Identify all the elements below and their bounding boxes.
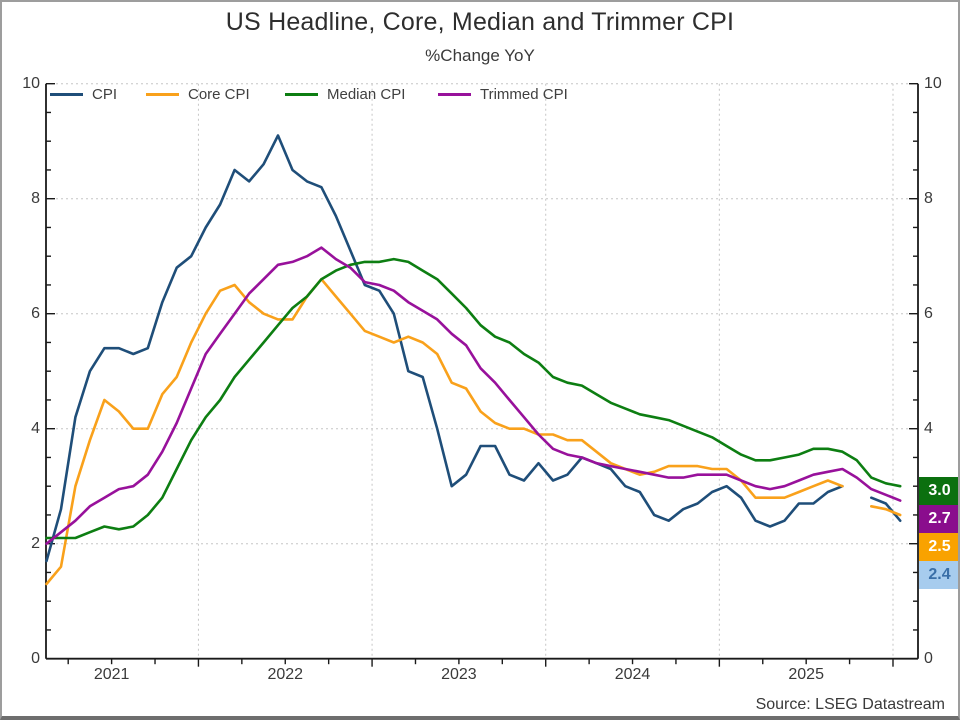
legend-item-trimmed-cpi: Trimmed CPI — [438, 85, 568, 103]
y-tick-label-left-6: 6 — [31, 304, 40, 322]
chart-subtitle: %Change YoY — [425, 46, 535, 65]
end-label-trimmed-cpi: 2.7 — [919, 505, 958, 533]
legend-line-icon — [285, 92, 318, 96]
legend-label: Trimmed CPI — [480, 85, 568, 103]
x-tick-label-2024: 2024 — [614, 666, 651, 683]
series-line-cpi — [45, 134, 902, 563]
legend-line-icon — [146, 92, 179, 96]
legend-item-core-cpi: Core CPI — [146, 85, 250, 103]
legend-label: Median CPI — [327, 85, 406, 103]
end-label-core-cpi: 2.5 — [919, 533, 958, 561]
legend-item-cpi: CPI — [50, 85, 118, 103]
x-tick-label-2023: 2023 — [441, 666, 477, 683]
y-tick-label-left-2: 2 — [31, 534, 40, 552]
legend-item-median-cpi: Median CPI — [285, 85, 406, 103]
y-tick-label-right-6: 6 — [924, 304, 933, 322]
legend-label: Core CPI — [188, 85, 250, 103]
series-line-median-cpi — [45, 257, 902, 540]
legend-label: CPI — [92, 85, 118, 103]
y-tick-label-left-0: 0 — [31, 649, 40, 667]
y-tick-label-right-0: 0 — [924, 649, 933, 667]
legend-line-icon — [50, 92, 83, 96]
legend-line-icon — [438, 92, 471, 96]
x-tick-label-2021: 2021 — [93, 666, 130, 683]
end-label-median-cpi: 3.0 — [919, 477, 958, 505]
y-tick-label-right-8: 8 — [924, 189, 933, 207]
y-tick-label-left-4: 4 — [31, 419, 40, 437]
x-tick-label-2022: 2022 — [267, 666, 304, 683]
x-tick-label-2025: 2025 — [788, 666, 824, 683]
y-tick-label-right-4: 4 — [924, 419, 933, 437]
y-tick-label-left-8: 8 — [31, 189, 40, 207]
y-tick-label-left-10: 10 — [22, 74, 40, 92]
series-line-trimmed-cpi — [45, 246, 902, 545]
chart-title: US Headline, Core, Median and Trimmer CP… — [225, 8, 735, 36]
end-label-cpi: 2.4 — [919, 561, 958, 589]
series-line-core-cpi — [45, 277, 902, 586]
y-tick-label-right-10: 10 — [924, 74, 942, 92]
source-caption: Source: LSEG Datastream — [755, 696, 945, 713]
